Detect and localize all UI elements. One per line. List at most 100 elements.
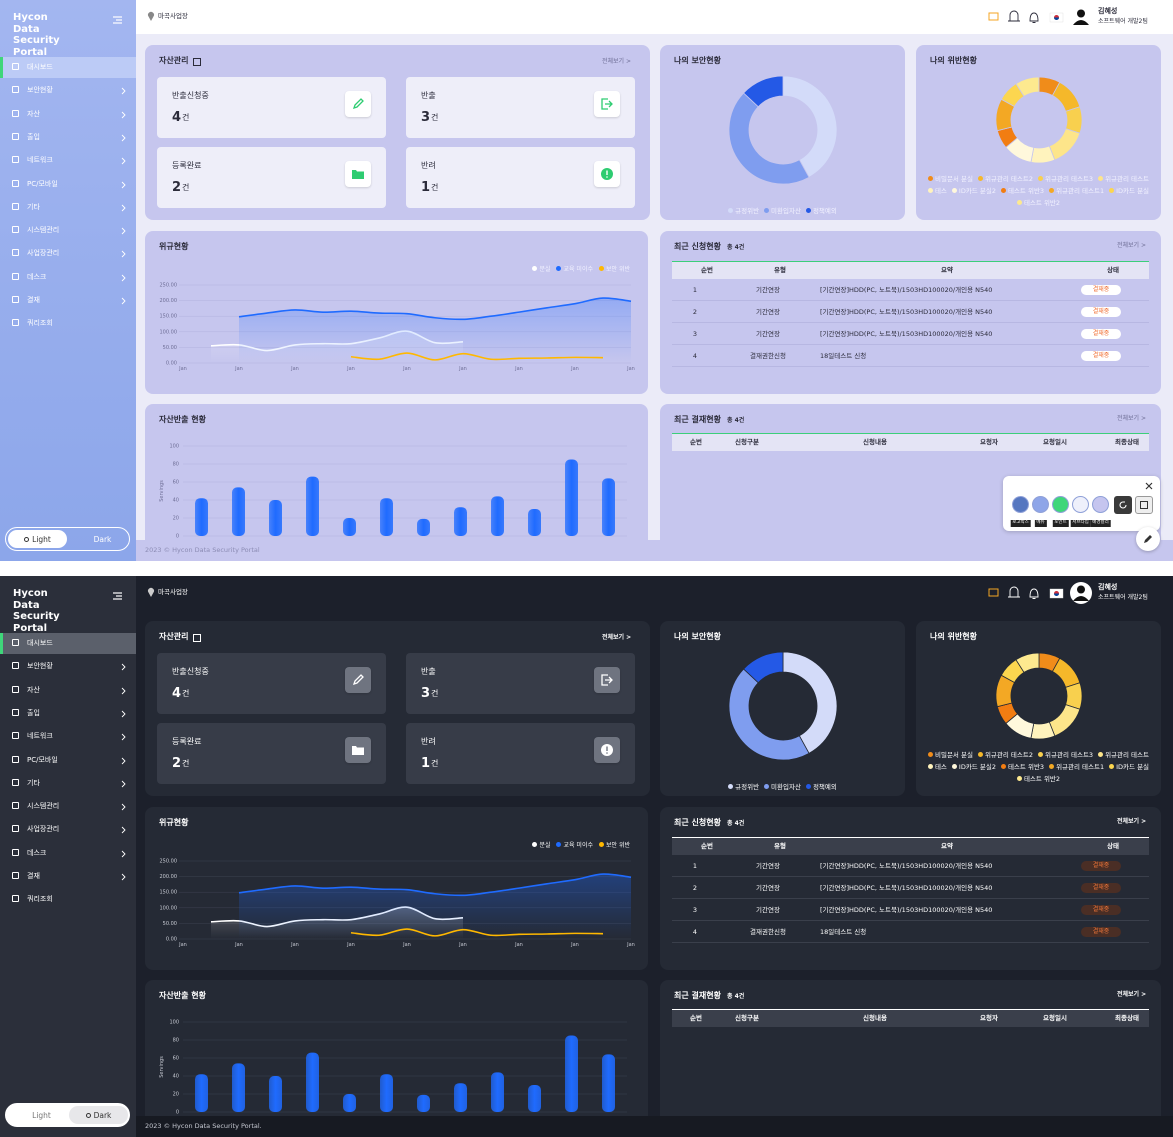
- card-action[interactable]: [594, 161, 620, 187]
- menu-item[interactable]: 시스템관리: [0, 220, 136, 241]
- view-all[interactable]: 전체보기 >: [1117, 818, 1147, 825]
- menu-item[interactable]: 네트워크: [0, 726, 136, 747]
- view-all[interactable]: 전체보기 >: [602, 58, 632, 65]
- menu-label: 대시보드: [27, 63, 53, 71]
- color-swatch[interactable]: [1032, 496, 1049, 513]
- toggle-option[interactable]: Light: [8, 1106, 67, 1124]
- color-swatch[interactable]: [1072, 496, 1089, 513]
- footer: 2023 © Hycon Data Security Portal.: [136, 1116, 1173, 1137]
- menu-icon: [12, 249, 19, 257]
- view-all[interactable]: 전체보기 >: [1117, 242, 1147, 249]
- menu-item[interactable]: 자산: [0, 680, 136, 701]
- menu-label: 기타: [27, 778, 40, 787]
- donut-segment: [743, 651, 784, 684]
- menu-item[interactable]: 보안현황: [0, 656, 136, 677]
- y-tick-label: 0.00: [166, 361, 177, 367]
- title-icon: [193, 634, 201, 642]
- violation-panel: 나의 위반현황 비밀문서 분실 위규관리 테스트2 위규관리 테스트3 위규관리 테스트…: [916, 621, 1161, 796]
- bar: [269, 500, 282, 536]
- x-tick-label: Jan: [514, 366, 523, 372]
- toggle-option[interactable]: Light: [8, 530, 67, 548]
- menu-item[interactable]: 대시보드: [0, 57, 136, 78]
- legend-item: 분실: [532, 839, 550, 849]
- legend-item: 보안 위반: [599, 839, 630, 849]
- y-tick-label: 80: [173, 1038, 179, 1044]
- y-axis-label: Servings: [159, 1056, 165, 1078]
- menu-item[interactable]: 사업장관리: [0, 243, 136, 264]
- save-button[interactable]: [1135, 496, 1153, 514]
- card-action[interactable]: [345, 91, 371, 117]
- card-unit: 건: [431, 183, 439, 192]
- legend-dot: [728, 783, 734, 789]
- chevron-stroke: [121, 780, 126, 788]
- menu-item[interactable]: 데스크: [0, 267, 136, 288]
- menu-item[interactable]: 기타: [0, 773, 136, 794]
- card-action[interactable]: [594, 737, 620, 763]
- menu-item[interactable]: 결재: [0, 290, 136, 311]
- chevron-stroke: [121, 274, 126, 282]
- chevron-stroke: [121, 873, 126, 881]
- menu-icon: [12, 825, 19, 833]
- color-swatch[interactable]: [1012, 496, 1029, 513]
- menu-item[interactable]: 보안현황: [0, 80, 136, 101]
- toggle-option[interactable]: Dark: [69, 1106, 128, 1124]
- card-unit: 건: [182, 759, 190, 768]
- color-swatch[interactable]: [1052, 496, 1069, 513]
- card-action[interactable]: [345, 667, 371, 693]
- menu-item[interactable]: 쿼리조회: [0, 313, 136, 334]
- card-action[interactable]: [345, 737, 371, 763]
- edit-fab[interactable]: [1136, 527, 1160, 551]
- color-picker: 로고박스 메뉴 포인트 서브타입 배경컬러: [1003, 476, 1160, 531]
- menu-item[interactable]: 출입: [0, 703, 136, 724]
- avatar-head: [1077, 9, 1085, 18]
- x-tick-label: Jan: [458, 366, 467, 372]
- swatch-label: 메뉴: [1034, 520, 1047, 527]
- donut-segment: [728, 92, 810, 185]
- color-swatch[interactable]: [1092, 496, 1109, 513]
- view-all[interactable]: 전체보기 >: [1117, 415, 1147, 422]
- view-all[interactable]: 전체보기 >: [1117, 991, 1147, 998]
- theme-toggle: Light Dark: [5, 527, 130, 551]
- chevron-stroke: [121, 827, 126, 834]
- brand: Hycon Data Security Portal: [13, 588, 60, 634]
- sidebar: Hycon Data Security Portal 대시보드 보안현황 자산 출입 네트…: [0, 0, 136, 561]
- menu-item[interactable]: 네트워크: [0, 150, 136, 171]
- card-action[interactable]: [594, 91, 620, 117]
- chevron-stroke: [121, 181, 126, 188]
- column-header: 순번: [690, 438, 702, 446]
- menu-item[interactable]: 기타: [0, 197, 136, 218]
- toggle-label: Dark: [93, 1110, 112, 1120]
- bar: [417, 518, 430, 536]
- menu-item[interactable]: 대시보드: [0, 633, 136, 654]
- reset-arc: [1119, 501, 1127, 509]
- asset-panel: 자산관리 전체보기 > 반출신청중 4 건 반출 3 건 등록완료 2 건 반려 1 건: [145, 621, 650, 796]
- menu-item[interactable]: 시스템관리: [0, 796, 136, 817]
- legend-item: 위규관리 테스트: [1098, 173, 1149, 183]
- menu-item[interactable]: 사업장관리: [0, 819, 136, 840]
- view-all[interactable]: 전체보기 >: [602, 634, 632, 641]
- toggle-option[interactable]: Dark: [69, 530, 128, 548]
- column-header: 요청일시: [1043, 438, 1067, 446]
- footer-text: 2023 © Hycon Data Security Portal: [145, 546, 260, 554]
- menu-item[interactable]: 쿼리조회: [0, 889, 136, 910]
- legend-label: 테스트 위반3: [1007, 763, 1045, 771]
- menu-item[interactable]: PC/모바일: [0, 750, 136, 771]
- menu-item[interactable]: 자산: [0, 104, 136, 125]
- reset-button[interactable]: [1114, 496, 1132, 514]
- menu-icon: [12, 755, 19, 763]
- legend-label: 미환입자산: [771, 783, 801, 791]
- menu-item[interactable]: PC/모바일: [0, 174, 136, 195]
- legend-item: 분실: [532, 263, 550, 273]
- card-action[interactable]: [594, 667, 620, 693]
- legend-label: 규정위반: [735, 207, 760, 215]
- avatar: [1070, 582, 1092, 604]
- menu-item[interactable]: 결재: [0, 866, 136, 887]
- menu-item[interactable]: 출입: [0, 127, 136, 148]
- menu-item[interactable]: 데스크: [0, 843, 136, 864]
- card-action[interactable]: [345, 161, 371, 187]
- legend-label: 비밀문서 분실: [934, 175, 973, 183]
- column-header: 유형: [774, 266, 786, 274]
- menu-icon: [12, 179, 19, 187]
- flag-emblem-blue: [1054, 17, 1059, 20]
